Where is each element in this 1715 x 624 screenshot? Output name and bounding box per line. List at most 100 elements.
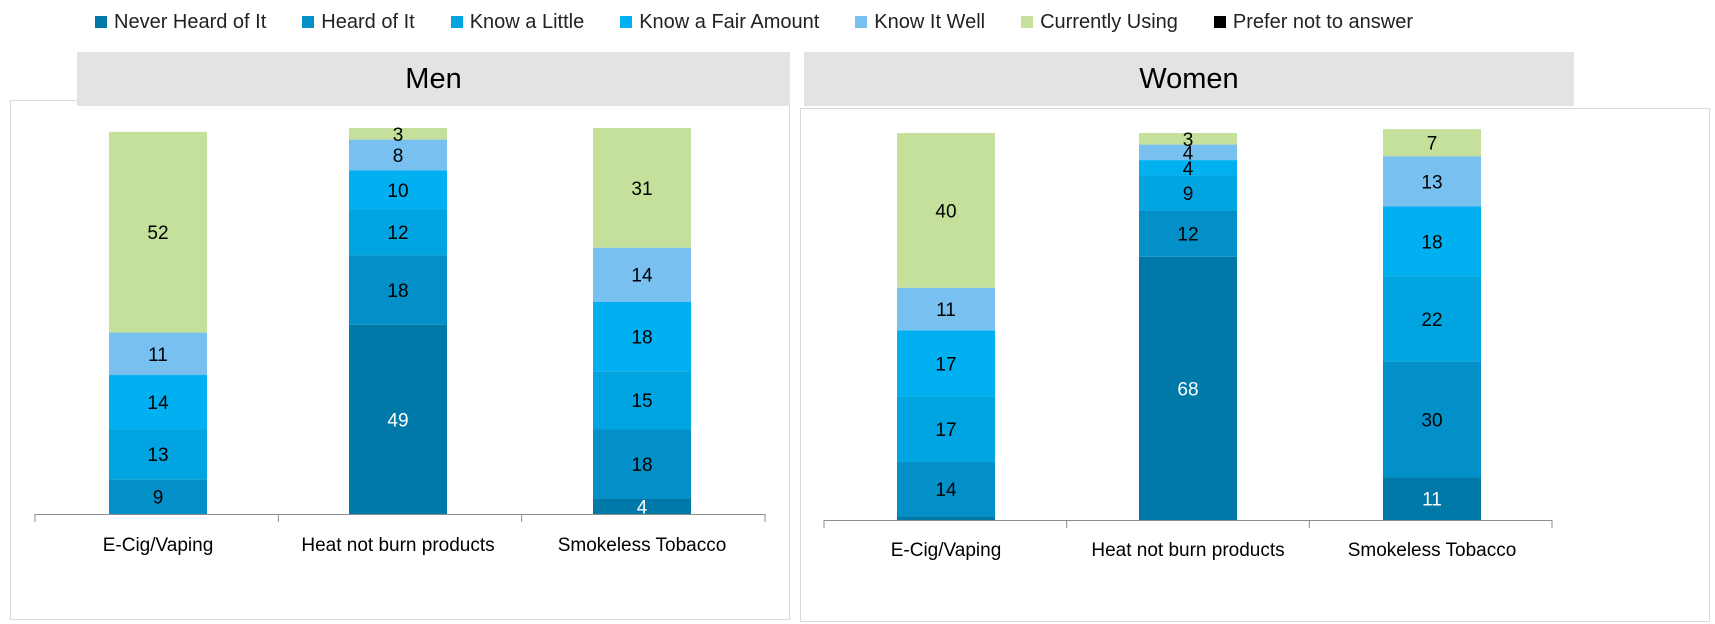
data-label: 4 — [1183, 159, 1194, 180]
bar-segment — [1383, 129, 1481, 157]
bar-segment — [109, 375, 207, 430]
data-label: 11 — [148, 345, 168, 366]
bar-segment — [109, 429, 207, 480]
data-label: 7 — [1427, 134, 1438, 155]
data-label: 31 — [631, 179, 652, 200]
category-label: E-Cig/Vaping — [103, 535, 214, 556]
legend-swatch — [95, 16, 107, 28]
bar-segment — [593, 429, 691, 499]
data-label: 14 — [147, 393, 169, 414]
bar-segment — [593, 128, 691, 248]
category-label: Heat not burn products — [301, 535, 494, 556]
category-label: Smokeless Tobacco — [1348, 540, 1517, 561]
panel-title: Men — [405, 63, 461, 95]
data-label: 22 — [1421, 310, 1442, 331]
data-label: 12 — [387, 223, 408, 244]
legend-swatch — [620, 16, 633, 28]
bar-segment — [593, 301, 691, 372]
bar-segment — [897, 516, 995, 520]
data-label: 30 — [1421, 410, 1442, 431]
data-label: 52 — [147, 223, 168, 244]
data-label: 17 — [935, 420, 956, 441]
panel-title: Women — [1139, 63, 1238, 95]
data-label: 13 — [147, 445, 168, 466]
legend-item: Currently Using — [1021, 11, 1178, 34]
bar-segment — [349, 324, 447, 514]
bar-segment — [349, 255, 447, 325]
panel-header-band — [804, 52, 1574, 106]
category-label: Heat not burn products — [1091, 540, 1284, 561]
bar-segment — [593, 371, 691, 430]
chart-svg: Men 9 13 14 11 52 E-Cig/Vaping 49 18 12 10 83 Heat n… — [10, 52, 790, 620]
chart-svg: Women1417171140E-Cig/Vaping68129443Heat … — [800, 52, 1710, 622]
bar-segment — [1139, 175, 1237, 211]
bar-segment — [1383, 206, 1481, 277]
legend-label: Know It Well — [874, 10, 986, 33]
legend-item: Prefer not to answer — [1213, 10, 1413, 34]
bar-segment — [109, 332, 207, 376]
data-label: 8 — [393, 146, 404, 167]
bar-segment — [349, 209, 447, 256]
bar-segment — [897, 287, 995, 331]
data-label: 18 — [387, 281, 408, 302]
data-label: 11 — [936, 300, 956, 321]
legend-label: Prefer not to answer — [1232, 10, 1413, 33]
bar-segment — [897, 330, 995, 397]
bar-segment — [593, 247, 691, 302]
chart-legend: Never Heard of It Heard of It Know a Littl… — [0, 0, 1715, 44]
bar-segment — [1383, 361, 1481, 478]
bar-segment — [1139, 144, 1237, 161]
data-label: 4 — [1183, 143, 1194, 164]
women-chart-panel: Women 14 17 17 11 40 E-Cig/Vaping 68 12 9 4 4 3 Heat … — [800, 52, 1710, 624]
bar-segment — [109, 131, 207, 333]
data-label: 18 — [1421, 232, 1442, 253]
category-label: E-Cig/Vaping — [891, 540, 1002, 561]
legend-label: Heard of It — [321, 10, 415, 33]
legend-swatch — [1213, 16, 1226, 28]
category-label: Smokeless Tobacco — [558, 535, 727, 556]
legend-swatch — [1021, 16, 1034, 28]
legend-label: Know a Fair Amount — [639, 10, 820, 33]
data-label: 4 — [637, 497, 648, 518]
bar-segment — [109, 479, 207, 514]
data-label: 3 — [1183, 130, 1194, 151]
data-label: 15 — [631, 391, 652, 412]
legend-label: Know a Little — [469, 10, 585, 33]
bar-segment — [1139, 210, 1237, 257]
bar-segment — [349, 170, 447, 210]
legend-item: Know It Well — [855, 11, 985, 34]
legend-swatch — [302, 16, 315, 28]
data-label: 18 — [631, 455, 652, 476]
data-label: 14 — [631, 266, 653, 287]
bar-segment — [1383, 156, 1481, 207]
data-label: 18 — [631, 327, 652, 348]
legend-item: Never Heard of It — [95, 11, 266, 34]
bar-segment — [1139, 256, 1237, 520]
data-label: 13 — [1421, 172, 1442, 193]
data-label: 14 — [935, 480, 957, 501]
panel-header-band — [77, 52, 790, 106]
bar-segment — [1139, 160, 1237, 176]
bar-segment — [349, 139, 447, 171]
data-label: 12 — [1177, 225, 1198, 246]
bar-segment — [1139, 133, 1237, 145]
data-label: 49 — [387, 410, 408, 431]
data-label: 9 — [1183, 184, 1194, 205]
bar-segment — [349, 128, 447, 140]
bar-segment — [897, 461, 995, 517]
legend-item: Know a Fair Amount — [620, 11, 819, 34]
legend-item: Heard of It — [302, 10, 415, 34]
bar-segment — [897, 133, 995, 288]
data-label: 40 — [935, 201, 956, 222]
bar-segment — [1383, 276, 1481, 362]
data-label: 17 — [935, 354, 956, 375]
men-chart-panel: Men 9 13 14 11 52 E-Cig/Vaping 49 18 12 10 8 3 Heat n… — [10, 52, 790, 624]
legend-label: Currently Using — [1040, 10, 1178, 33]
data-label: 68 — [1177, 379, 1198, 400]
bar-segment — [593, 498, 691, 514]
bar-segment — [897, 396, 995, 462]
data-label: 10 — [387, 181, 408, 202]
data-label: 3 — [393, 125, 404, 146]
legend-item: Know a Little — [450, 10, 585, 34]
legend-label: Never Heard of It — [114, 10, 267, 33]
